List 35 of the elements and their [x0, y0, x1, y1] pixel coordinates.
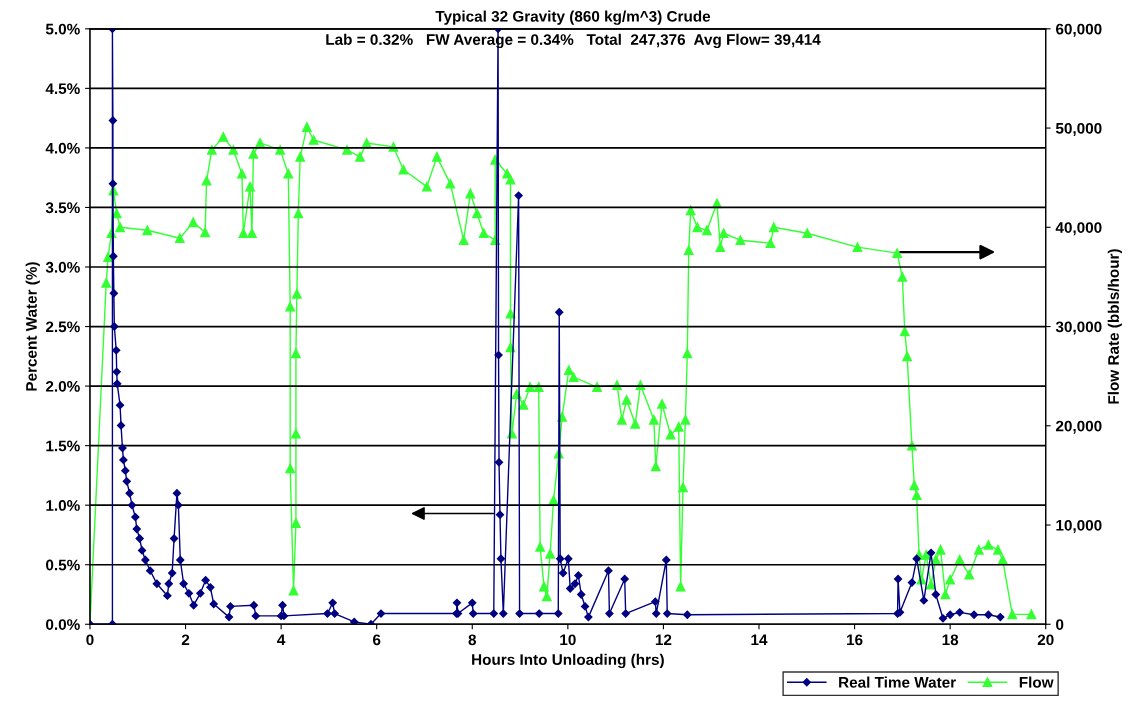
x-tick-label: 20 — [1037, 634, 1054, 646]
y-tick-label: 3.5% — [45, 202, 80, 214]
y-tick-label: 5.0% — [45, 23, 80, 35]
y2-tick-label: 10,000 — [1056, 519, 1102, 533]
y2-axis-title: Flow Rate (bbls/hour) — [1107, 249, 1122, 404]
y-tick-label: 0.0% — [46, 619, 80, 630]
x-tick-label: 18 — [942, 634, 959, 646]
x-tick-label: 8 — [468, 634, 477, 646]
y2-tick-label: 40,000 — [1055, 222, 1102, 236]
x-tick-label: 0 — [86, 634, 94, 646]
legend-label: Flow — [1019, 676, 1054, 688]
y-tick-label: 0.5% — [46, 559, 80, 571]
x-tick-label: 4 — [277, 634, 286, 646]
y-tick-label: 4.5% — [45, 83, 80, 95]
y2-tick-label: 50,000 — [1055, 122, 1102, 136]
y-axis-title: Percent Water (%) — [25, 262, 40, 391]
x-tick-label: 14 — [751, 634, 768, 646]
y-tick-label: 1.5% — [46, 440, 80, 452]
y2-tick-label: 30,000 — [1055, 321, 1102, 335]
x-axis-title: Hours Into Unloading (hrs) — [472, 653, 664, 669]
y-tick-label: 4.0% — [45, 142, 80, 154]
x-tick-label: 2 — [181, 634, 190, 646]
y-tick-label: 1.0% — [46, 500, 80, 511]
chart-title: Typical 32 Gravity (860 kg/m^3) Crude — [435, 10, 711, 25]
legend-label: Real Time Water — [839, 676, 956, 688]
y2-tick-label: 60,000 — [1056, 23, 1102, 37]
x-tick-label: 10 — [560, 634, 576, 646]
y2-tick-label: 20,000 — [1055, 420, 1102, 434]
y-tick-label: 2.5% — [45, 321, 80, 333]
x-tick-label: 16 — [847, 634, 863, 646]
y2-tick-label: 0 — [1056, 619, 1064, 630]
x-tick-label: 12 — [655, 634, 672, 646]
y-tick-label: 3.0% — [45, 261, 80, 273]
y-tick-label: 2.0% — [45, 380, 80, 392]
x-tick-label: 6 — [373, 634, 381, 646]
